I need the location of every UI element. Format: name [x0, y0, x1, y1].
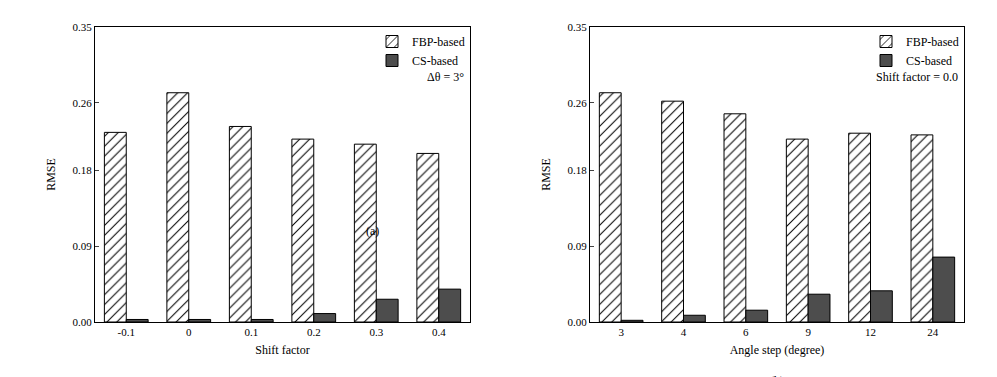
svg-text:(b): (b)	[770, 374, 784, 377]
svg-text:FBP-based: FBP-based	[906, 35, 959, 49]
svg-text:0.35: 0.35	[73, 21, 93, 33]
svg-text:Angle step (degree): Angle step (degree)	[730, 343, 825, 357]
svg-text:0.26: 0.26	[73, 97, 93, 109]
svg-text:(a): (a)	[366, 224, 379, 238]
svg-text:0.3: 0.3	[369, 326, 383, 338]
svg-text:0.00: 0.00	[568, 316, 588, 328]
svg-text:-0.1: -0.1	[118, 326, 135, 338]
svg-text:0.18: 0.18	[568, 164, 588, 176]
svg-text:0.4: 0.4	[432, 326, 446, 338]
svg-text:0.26: 0.26	[568, 97, 588, 109]
svg-text:0: 0	[186, 326, 192, 338]
svg-text:Shift factor: Shift factor	[255, 343, 309, 357]
svg-text:0.35: 0.35	[568, 21, 588, 33]
svg-text:CS-based: CS-based	[906, 54, 952, 68]
svg-text:9: 9	[805, 326, 811, 338]
svg-text:Δθ = 3°: Δθ = 3°	[427, 70, 464, 84]
svg-text:24: 24	[927, 326, 939, 338]
svg-text:0.09: 0.09	[568, 240, 588, 252]
svg-text:CS-based: CS-based	[412, 54, 458, 68]
svg-text:RMSE: RMSE	[44, 158, 58, 191]
svg-text:0.00: 0.00	[73, 316, 93, 328]
svg-text:FBP-based: FBP-based	[412, 35, 465, 49]
svg-text:0.09: 0.09	[73, 240, 93, 252]
svg-text:12: 12	[865, 326, 876, 338]
svg-text:RMSE: RMSE	[539, 158, 553, 191]
svg-text:0.1: 0.1	[244, 326, 258, 338]
svg-text:0.18: 0.18	[73, 164, 93, 176]
svg-text:4: 4	[681, 326, 687, 338]
svg-text:0.2: 0.2	[307, 326, 321, 338]
svg-text:Shift factor = 0.0: Shift factor = 0.0	[876, 70, 958, 84]
svg-text:3: 3	[618, 326, 624, 338]
svg-text:6: 6	[743, 326, 749, 338]
